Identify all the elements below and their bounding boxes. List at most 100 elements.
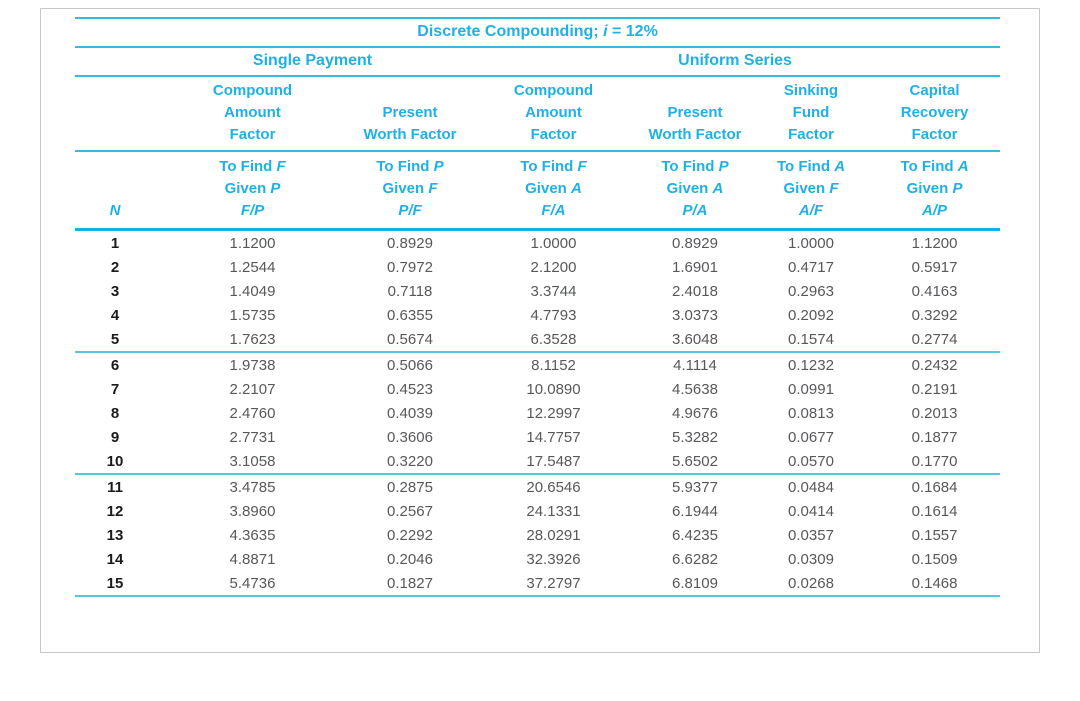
group-single-payment: Single Payment [155,47,470,77]
table-row: 13 4.3635 0.2292 28.0291 6.4235 0.0357 0.1557 [75,523,1000,547]
table-row: 12 3.8960 0.2567 24.1331 6.1944 0.0414 0.1614 [75,499,1000,523]
n-cell: 7 [110,381,120,398]
value-cell: 0.1574 [753,327,869,353]
value-cell: 0.1509 [911,551,958,568]
value-cell: 0.1468 [869,571,1001,597]
value-cell: 2.4018 [672,283,718,300]
n-column-header: N [75,151,155,231]
value-cell: 5.4736 [155,571,350,597]
col-name-fp: Compound Amount Factor [155,76,350,152]
table-row: 3 1.4049 0.7118 3.3744 2.4018 0.2963 0.4163 [75,279,1000,303]
col-name-fa: Compound Amount Factor [470,76,637,152]
value-cell: 3.0373 [672,307,718,324]
value-cell: 0.6355 [387,307,433,324]
value-cell: 2.2107 [229,381,276,398]
group-uniform-series: Uniform Series [470,47,1001,77]
value-cell: 0.2013 [911,405,958,422]
value-cell: 1.1200 [229,235,276,252]
value-cell: 0.0991 [788,381,834,398]
value-cell: 0.1557 [911,527,958,544]
group-header-row: Single Payment Uniform Series [75,47,1001,77]
value-cell: 0.0414 [788,503,834,520]
value-cell: 6.4235 [672,527,718,544]
value-cell: 2.7731 [229,429,276,446]
table-card: Discrete Compounding; i = 12% Single Pay… [40,8,1040,653]
sub-header-row: N To Find F Given P F/P To Find P Given … [75,151,1001,231]
value-cell: 6.6282 [672,551,718,568]
value-cell: 1.0000 [788,235,834,252]
table-title: Discrete Compounding; i = 12% [75,17,1001,48]
value-cell: 6.8109 [637,571,753,597]
table-row: 2 1.2544 0.7972 2.1200 1.6901 0.4717 0.5917 [75,255,1000,279]
value-cell: 0.1614 [911,503,958,520]
sub-header-pf: To Find P Given F P/F [350,151,470,231]
value-cell: 1.7623 [155,327,350,353]
value-cell: 8.1152 [531,357,576,374]
value-cell: 0.5066 [387,357,433,374]
value-cell: 0.8929 [672,235,718,252]
value-cell: 1.2544 [229,259,276,276]
col-name-pa: Present Worth Factor [637,76,753,152]
value-cell: 0.2432 [911,357,958,374]
value-cell: 0.8929 [387,235,433,252]
value-cell: 0.1770 [869,449,1001,475]
value-cell: 4.8871 [229,551,276,568]
factor-name-row: Compound Amount Factor Present Worth Factor… [75,76,1001,152]
n-cell: 9 [110,429,120,446]
value-cell: 5.6502 [637,449,753,475]
group-spacer [75,47,155,77]
value-cell: 1.9738 [229,357,276,374]
n-cell: 15 [75,571,155,597]
value-cell: 24.1331 [526,503,581,520]
value-cell: 1.4049 [229,283,276,300]
n-cell: 6 [110,357,120,374]
value-cell: 3.3744 [530,283,577,300]
value-cell: 0.4523 [387,381,433,398]
col-name-pf: Present Worth Factor [350,76,470,152]
value-cell: 6.3528 [470,327,637,353]
name-spacer [75,76,155,152]
table-row: 10 3.1058 0.3220 17.5487 5.6502 0.0570 0.1770 [75,449,1001,475]
n-cell: 11 [107,479,123,496]
value-cell: 3.1058 [155,449,350,475]
value-cell: 3.6048 [637,327,753,353]
n-cell: 14 [106,551,124,568]
value-cell: 0.2875 [387,479,433,496]
value-cell: 3.8960 [229,503,276,520]
value-cell: 5.9377 [672,479,718,496]
value-cell: 0.0309 [788,551,834,568]
n-cell: 1 [110,235,120,252]
value-cell: 0.3220 [350,449,470,475]
value-cell: 0.1684 [911,479,958,496]
value-cell: 1.5735 [229,307,276,324]
table-row: 6 1.9738 0.5066 8.1152 4.1114 0.1232 0.2432 [75,352,1000,377]
value-cell: 0.1877 [911,429,958,446]
value-cell: 37.2797 [470,571,637,597]
value-cell: 20.6546 [526,479,581,496]
value-cell: 0.2774 [869,327,1001,353]
n-cell: 12 [106,503,124,520]
value-cell: 0.0268 [753,571,869,597]
value-cell: 0.0677 [788,429,834,446]
value-cell: 0.4163 [911,283,958,300]
sub-header-fp: To Find F Given P F/P [155,151,350,231]
value-cell: 10.0890 [526,381,581,398]
value-cell: 14.7757 [526,429,581,446]
value-cell: 0.7972 [387,259,433,276]
value-cell: 6.1944 [672,503,718,520]
table-row: 14 4.8871 0.2046 32.3926 6.6282 0.0309 0.1509 [75,547,1000,571]
value-cell: 0.4039 [387,405,433,422]
n-cell: 5 [75,327,155,353]
table-row: 7 2.2107 0.4523 10.0890 4.5638 0.0991 0.2191 [75,377,1000,401]
title-row: Discrete Compounding; i = 12% [75,17,1001,48]
table-row: 8 2.4760 0.4039 12.2997 4.9676 0.0813 0.2013 [75,401,1000,425]
table-row: 1 1.1200 0.8929 1.0000 0.8929 1.0000 1.1200 [75,230,1000,256]
value-cell: 0.3292 [911,307,958,324]
value-cell: 1.6901 [672,259,718,276]
value-cell: 0.2567 [387,503,433,520]
value-cell: 4.3635 [229,527,276,544]
n-cell: 8 [110,405,120,422]
value-cell: 0.2963 [788,283,834,300]
table-row: 15 5.4736 0.1827 37.2797 6.8109 0.0268 0.1468 [75,571,1001,597]
